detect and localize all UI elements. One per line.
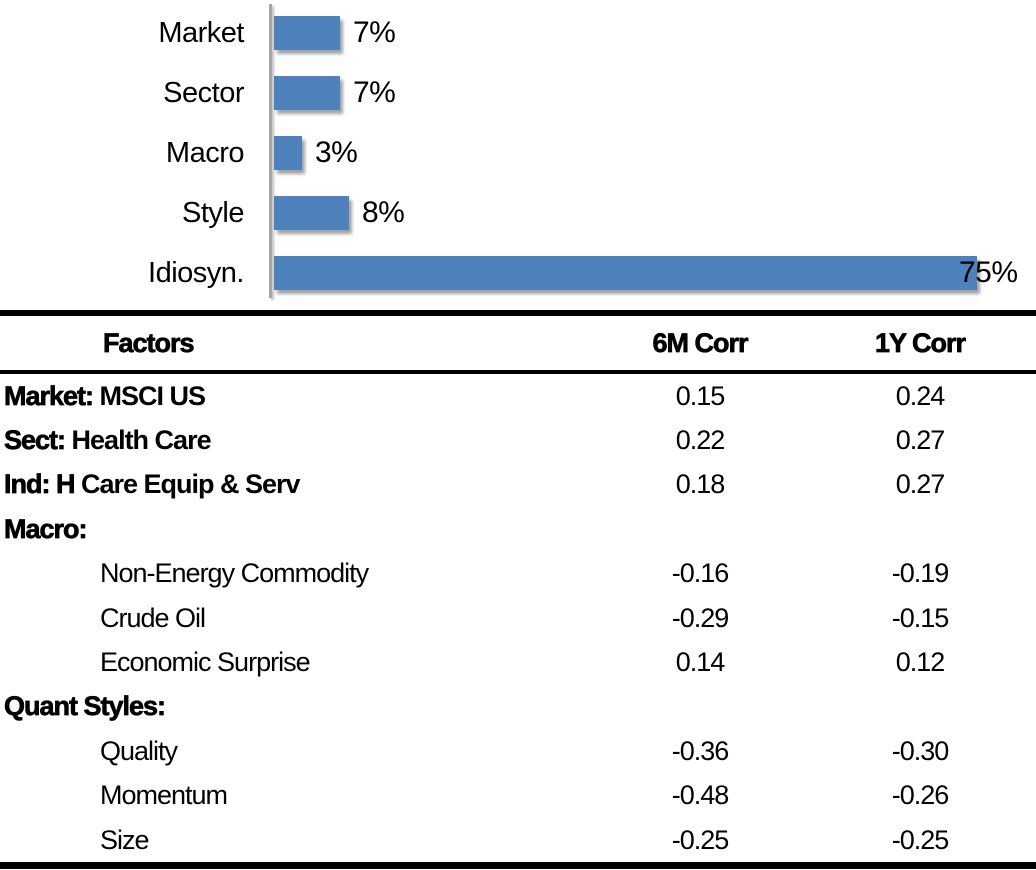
chart-category-label: Idiosyn. — [148, 256, 244, 289]
factor-label-cell: Momentum — [0, 780, 560, 811]
factor-label-cell: Crude Oil — [0, 603, 560, 634]
chart-value-label: 7% — [353, 76, 396, 109]
corr-1y-value: -0.19 — [891, 558, 950, 589]
factor-prefix: Market: — [4, 380, 95, 411]
factor-prefix: Sect: — [4, 425, 67, 456]
chart-bar — [274, 256, 977, 290]
table-row: Economic Surprise 0.14 0.12 — [0, 640, 1036, 684]
table-header-row: Factors 6M Corr 1Y Corr — [0, 316, 1036, 374]
chart-row: Style 8% — [0, 183, 1036, 243]
factor-label-cell: Size — [0, 825, 560, 856]
factor-name: Quality — [100, 735, 178, 766]
corr-1y-value: -0.30 — [891, 735, 950, 766]
factor-name: Crude Oil — [100, 602, 206, 633]
table-row: Macro: — [0, 507, 1036, 551]
chart-row: Market 7% — [0, 3, 1036, 63]
chart-value-label: 7% — [353, 16, 396, 49]
factor-prefix: Macro: — [4, 513, 88, 545]
table-row: Non-Energy Commodity -0.16 -0.19 — [0, 552, 1036, 596]
table-row: Ind: H Care Equip & Serv 0.18 0.27 — [0, 463, 1036, 507]
chart-bar — [274, 196, 349, 230]
table-row: Sect: Health Care 0.22 0.27 — [0, 418, 1036, 462]
col-header-factors: Factors — [103, 327, 195, 358]
factor-name: Non-Energy Commodity — [100, 558, 369, 589]
chart-row: Macro 3% — [0, 123, 1036, 183]
factor-name: Momentum — [100, 780, 228, 811]
factor-label-cell: Sect: Health Care — [0, 425, 560, 456]
factor-prefix: Ind: H — [4, 469, 76, 500]
corr-6m-value: -0.48 — [671, 780, 730, 811]
corr-1y-value: -0.26 — [891, 780, 950, 811]
corr-6m-value: -0.16 — [671, 558, 730, 589]
chart-row: Sector 7% — [0, 63, 1036, 123]
factor-name: Economic Surprise — [100, 647, 311, 678]
factor-label-cell: Quality — [0, 736, 560, 767]
chart-category-label: Sector — [163, 76, 244, 109]
factor-name: Health Care — [65, 425, 212, 456]
factor-label-cell: Non-Energy Commodity — [0, 558, 560, 589]
col-header-1y-corr: 1Y Corr — [874, 327, 967, 358]
corr-1y-value: -0.25 — [891, 824, 950, 855]
col-header-6m-corr: 6M Corr — [652, 327, 749, 358]
factor-name: Size — [100, 824, 150, 855]
chart-bar-zone: 7% — [274, 76, 396, 110]
factor-name: MSCI US — [93, 380, 207, 411]
chart-value-label: 75% — [959, 256, 1018, 289]
table-row: Size -0.25 -0.25 — [0, 818, 1036, 862]
risk-decomposition-bar-chart: Market 7% Sector 7% Macro 3% Style 8% Id… — [0, 0, 1036, 310]
factor-correlation-table: Factors 6M Corr 1Y Corr Market: MSCI US … — [0, 310, 1036, 870]
chart-bar-zone: 8% — [274, 196, 405, 230]
factor-label-cell: Market: MSCI US — [0, 380, 560, 412]
corr-1y-value: -0.15 — [891, 602, 950, 633]
table-body: Market: MSCI US 0.15 0.24 Sect: Health C… — [0, 374, 1036, 862]
corr-1y-value: 0.24 — [895, 380, 946, 411]
corr-6m-value: -0.25 — [671, 824, 730, 855]
table-row: Crude Oil -0.29 -0.15 — [0, 596, 1036, 640]
factor-prefix: Quant Styles: — [4, 691, 167, 722]
table-row: Market: MSCI US 0.15 0.24 — [0, 374, 1036, 418]
corr-1y-value: 0.12 — [895, 647, 946, 678]
chart-bar-zone: 75% — [274, 256, 1018, 290]
factor-label-cell: Ind: H Care Equip & Serv — [0, 469, 560, 500]
corr-1y-value: 0.27 — [895, 425, 946, 456]
corr-6m-value: 0.18 — [675, 469, 726, 500]
corr-6m-value: -0.36 — [671, 735, 730, 766]
chart-rows: Market 7% Sector 7% Macro 3% Style 8% Id… — [0, 3, 1036, 303]
factor-label-cell: Macro: — [0, 514, 560, 545]
factor-label-cell: Economic Surprise — [0, 647, 560, 678]
chart-value-label: 8% — [362, 196, 405, 229]
chart-bar — [274, 136, 302, 170]
chart-category-label: Macro — [165, 136, 245, 169]
chart-bar — [274, 16, 340, 50]
chart-category-label: Style — [182, 196, 244, 229]
table-row: Momentum -0.48 -0.26 — [0, 774, 1036, 818]
corr-6m-value: 0.14 — [675, 647, 726, 678]
chart-bar-zone: 7% — [274, 16, 396, 50]
corr-6m-value: 0.22 — [675, 425, 726, 456]
factor-label-cell: Quant Styles: — [0, 691, 560, 722]
chart-bar-zone: 3% — [274, 136, 358, 170]
corr-6m-value: -0.29 — [671, 602, 730, 633]
chart-row: Idiosyn. 75% — [0, 243, 1036, 303]
table-row: Quality -0.36 -0.30 — [0, 729, 1036, 773]
corr-1y-value: 0.27 — [895, 469, 946, 500]
table-row: Quant Styles: — [0, 685, 1036, 729]
factor-name: Care Equip & Serv — [74, 469, 301, 500]
corr-6m-value: 0.15 — [675, 380, 726, 411]
chart-value-label: 3% — [315, 136, 358, 169]
chart-category-label: Market — [158, 16, 244, 49]
chart-category-axis — [269, 4, 272, 298]
chart-bar — [274, 76, 340, 110]
